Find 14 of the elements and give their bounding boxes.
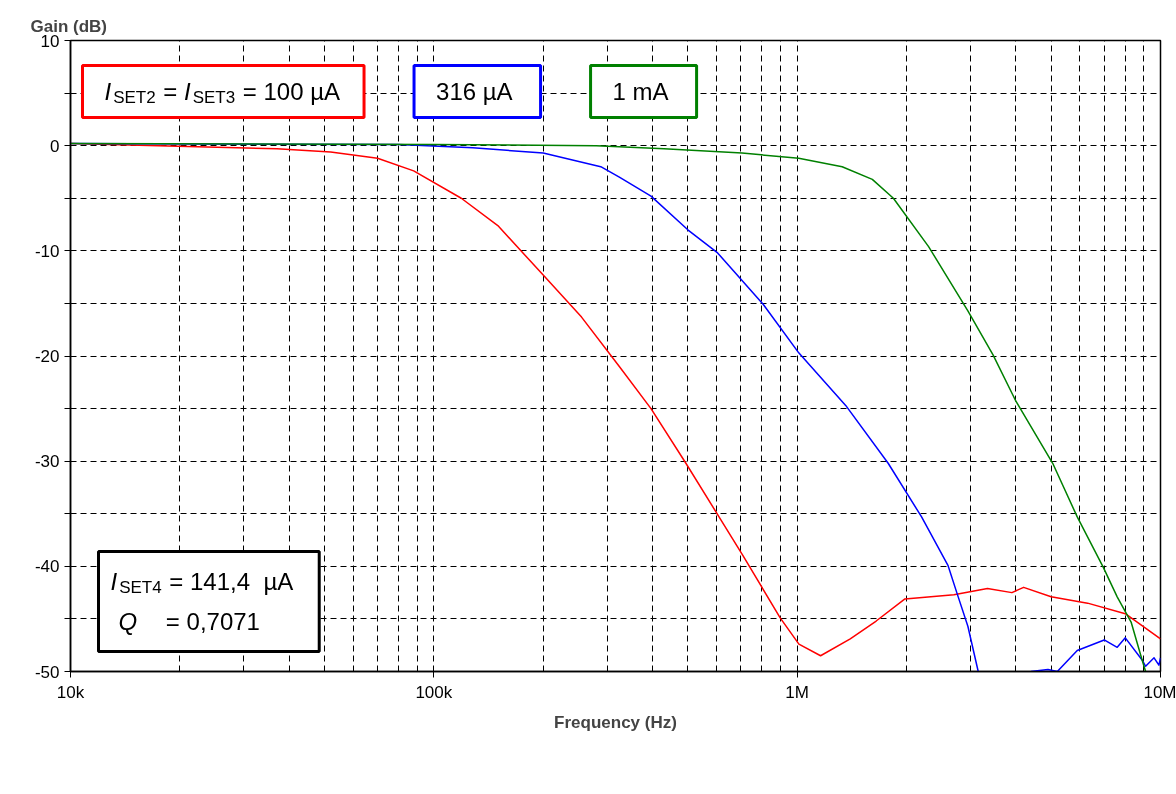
x-tick-label: 10k [56,682,85,702]
annotation: Q = 0,7071 [118,608,260,635]
y-tick-label: 0 [50,136,60,156]
y-tick-label: -10 [34,241,60,261]
x-tick-label: 100k [415,682,453,702]
series-label: 1 mA [612,78,669,105]
y-tick-label: -20 [34,347,60,366]
series-label: 316 µA [436,78,513,105]
x-tick-label: 1M [785,682,809,702]
y-tick-label: -50 [34,662,60,682]
y-tick-label: -30 [34,452,60,472]
x-axis-title: Frequency (Hz) [554,712,677,732]
y-tick-label: -40 [34,557,60,577]
x-tick-label: 10M [1143,682,1176,702]
